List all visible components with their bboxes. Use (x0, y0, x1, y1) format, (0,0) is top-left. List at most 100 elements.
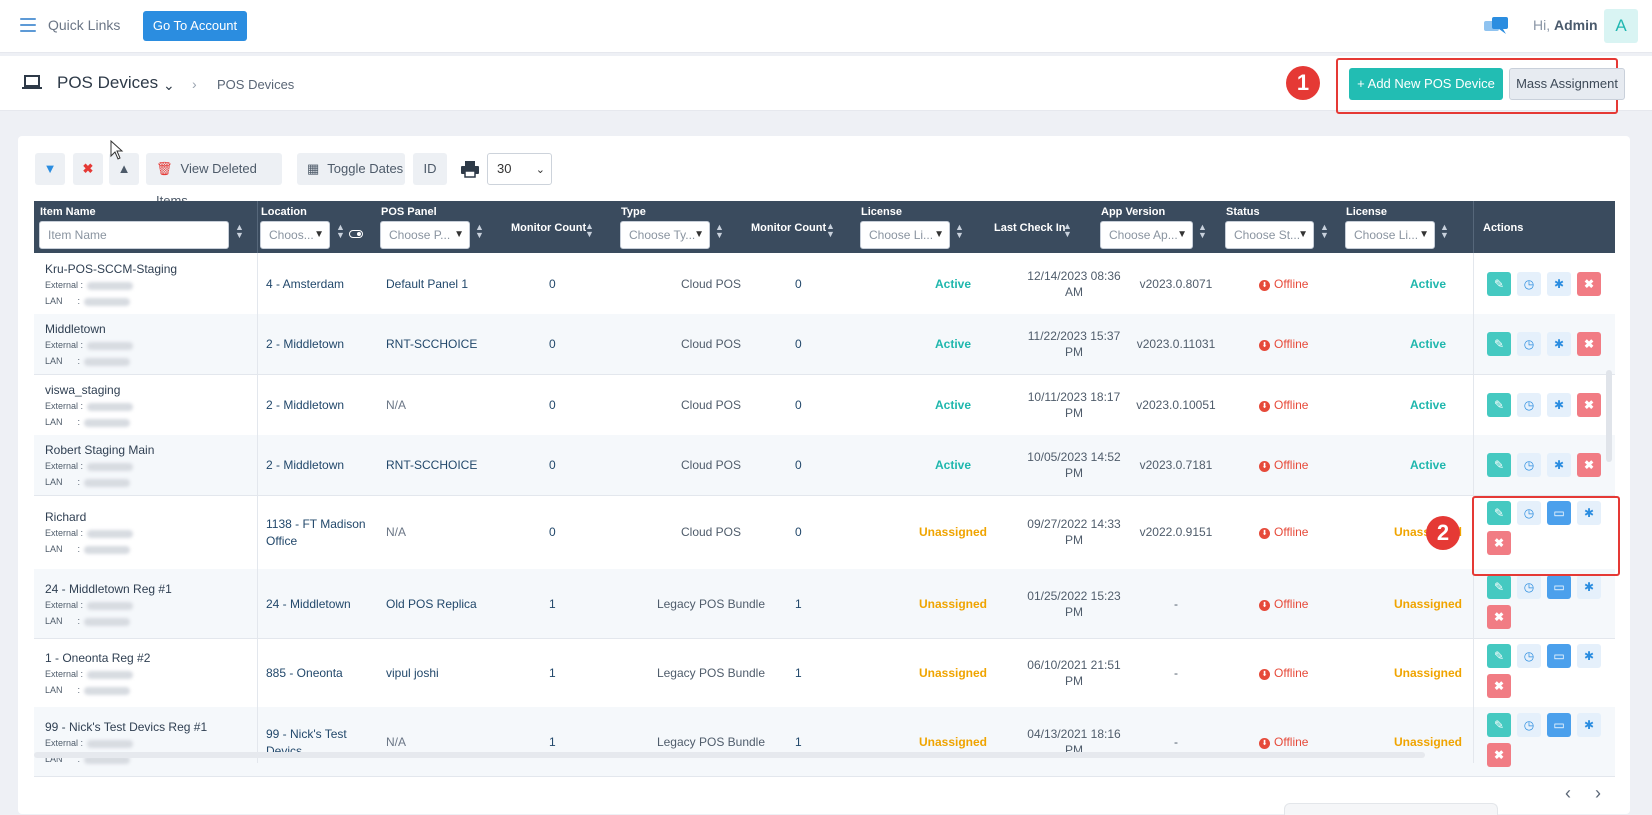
sort-icon[interactable]: ▲ ▼ (1063, 221, 1072, 239)
delete-icon[interactable]: ✖ (1487, 531, 1511, 555)
clear-filter-icon[interactable]: ✖ (73, 153, 103, 185)
delete-icon[interactable]: ✖ (1487, 674, 1511, 698)
sort-icon[interactable]: ▲ ▼ (585, 221, 594, 239)
edit-icon[interactable]: ✎ (1487, 575, 1511, 599)
id-button[interactable]: ID (413, 153, 447, 185)
edit-icon[interactable]: ✎ (1487, 453, 1511, 477)
license-2-filter[interactable]: Choose Li... ▼ (1345, 221, 1435, 249)
bug-icon[interactable]: ✱ (1577, 501, 1601, 525)
location-link[interactable]: 885 - Oneonta (266, 666, 343, 680)
location-link[interactable]: 99 - Nick's Test (266, 727, 347, 741)
license-filter[interactable]: Choose Li... ▼ (860, 221, 950, 249)
sort-icon[interactable]: ▲ ▼ (955, 222, 964, 240)
edit-icon[interactable]: ✎ (1487, 332, 1511, 356)
location-link[interactable]: 4 - Amsterdam (266, 277, 345, 291)
location-link[interactable]: 24 - Middletown (266, 597, 351, 611)
col-license-2[interactable]: License (1346, 206, 1387, 218)
col-type[interactable]: Type (621, 206, 646, 218)
next-page-icon[interactable]: › (1595, 783, 1601, 803)
edit-icon[interactable]: ✎ (1487, 393, 1511, 417)
id-card-icon[interactable]: ▭ (1547, 713, 1571, 737)
sort-icon[interactable]: ▲ ▼ (826, 221, 835, 239)
delete-icon[interactable]: ✖ (1487, 743, 1511, 767)
history-icon[interactable]: ◷ (1517, 393, 1541, 417)
incognito-icon[interactable]: ▲ (109, 153, 139, 185)
chevron-down-icon[interactable]: ⌄ (163, 77, 175, 93)
location-link[interactable]: 2 - Middletown (266, 458, 345, 472)
col-last-check-in[interactable]: Last Check In (994, 222, 1066, 234)
prev-page-icon[interactable]: ‹ (1565, 783, 1571, 803)
sort-icon[interactable]: ▲ ▼ (1440, 222, 1449, 240)
col-item-name[interactable]: Item Name (40, 206, 96, 218)
device-name-link[interactable]: Richard (45, 510, 87, 524)
delete-icon[interactable]: ✖ (1577, 332, 1601, 356)
device-name-link[interactable]: Middletown (45, 322, 106, 336)
filter-icon[interactable]: ▼ (35, 153, 65, 185)
history-icon[interactable]: ◷ (1517, 501, 1541, 525)
bug-icon[interactable]: ✱ (1547, 453, 1571, 477)
device-name-link[interactable]: 99 - Nick's Test Devics Reg #1 (45, 720, 208, 734)
add-new-pos-device-button[interactable]: + Add New POS Device (1349, 68, 1503, 100)
bug-icon[interactable]: ✱ (1547, 393, 1571, 417)
col-pos-panel[interactable]: POS Panel (381, 206, 437, 218)
item-name-filter[interactable]: Item Name (39, 221, 229, 249)
sort-icon[interactable]: ▲ ▼ (1198, 222, 1207, 240)
location-link-line2[interactable]: Office (266, 534, 298, 548)
location-link[interactable]: 2 - Middletown (266, 398, 345, 412)
device-name-link[interactable]: Robert Staging Main (45, 443, 155, 457)
toggle-icon[interactable] (349, 230, 363, 238)
mass-assignment-button[interactable]: Mass Assignment (1509, 68, 1625, 100)
printer-icon[interactable] (461, 160, 479, 178)
id-card-icon[interactable]: ▭ (1547, 501, 1571, 525)
go-to-account-button[interactable]: Go To Account (143, 11, 247, 41)
col-license[interactable]: License (861, 206, 902, 218)
history-icon[interactable]: ◷ (1517, 453, 1541, 477)
col-monitor-count-2[interactable]: Monitor Count (751, 222, 827, 234)
delete-icon[interactable]: ✖ (1577, 393, 1601, 417)
bug-icon[interactable]: ✱ (1577, 713, 1601, 737)
view-deleted-items-button[interactable]: 🗑View Deleted Items (146, 153, 282, 208)
history-icon[interactable]: ◷ (1517, 332, 1541, 356)
device-name-link[interactable]: 24 - Middletown Reg #1 (45, 582, 172, 596)
history-icon[interactable]: ◷ (1517, 575, 1541, 599)
chat-icon[interactable] (1484, 17, 1508, 35)
location-filter[interactable]: Choos... ▼ (260, 221, 330, 249)
sort-icon[interactable]: ▲ ▼ (475, 222, 484, 240)
sort-icon[interactable]: ▲ ▼ (336, 222, 345, 240)
page-size-select[interactable]: 30 ⌄ (487, 153, 552, 185)
bug-icon[interactable]: ✱ (1577, 644, 1601, 668)
quick-links-link[interactable]: Quick Links (48, 17, 121, 33)
col-location[interactable]: Location (261, 206, 307, 218)
sort-icon[interactable]: ▲ ▼ (715, 222, 724, 240)
bug-icon[interactable]: ✱ (1547, 332, 1571, 356)
status-filter[interactable]: Choose St... ▼ (1225, 221, 1314, 249)
id-card-icon[interactable]: ▭ (1547, 575, 1571, 599)
delete-icon[interactable]: ✖ (1577, 453, 1601, 477)
delete-icon[interactable]: ✖ (1487, 605, 1511, 629)
col-status[interactable]: Status (1226, 206, 1260, 218)
vertical-scrollbar[interactable] (1606, 370, 1612, 462)
app-version-filter[interactable]: Choose Ap... ▼ (1100, 221, 1193, 249)
toggle-dates-button[interactable]: ▦ Toggle Dates (297, 153, 405, 185)
pos-panel-filter[interactable]: Choose P... ▼ (380, 221, 470, 249)
id-card-icon[interactable]: ▭ (1547, 644, 1571, 668)
device-name-link[interactable]: 1 - Oneonta Reg #2 (45, 651, 151, 665)
edit-icon[interactable]: ✎ (1487, 644, 1511, 668)
location-link[interactable]: 1138 - FT Madison (266, 517, 366, 531)
delete-icon[interactable]: ✖ (1577, 272, 1601, 296)
bug-icon[interactable]: ✱ (1547, 272, 1571, 296)
device-name-link[interactable]: viswa_staging (45, 383, 121, 397)
sort-icon[interactable]: ▲ ▼ (235, 222, 244, 240)
edit-icon[interactable]: ✎ (1487, 501, 1511, 525)
page-title[interactable]: POS Devices (57, 73, 159, 92)
avatar[interactable]: A (1604, 9, 1638, 43)
device-name-link[interactable]: Kru-POS-SCCM-Staging (45, 262, 178, 276)
history-icon[interactable]: ◷ (1517, 272, 1541, 296)
type-filter[interactable]: Choose Ty... ▼ (620, 221, 710, 249)
edit-icon[interactable]: ✎ (1487, 272, 1511, 296)
menu-icon[interactable] (20, 18, 36, 32)
bug-icon[interactable]: ✱ (1577, 575, 1601, 599)
history-icon[interactable]: ◷ (1517, 644, 1541, 668)
col-app-version[interactable]: App Version (1101, 206, 1166, 218)
edit-icon[interactable]: ✎ (1487, 713, 1511, 737)
